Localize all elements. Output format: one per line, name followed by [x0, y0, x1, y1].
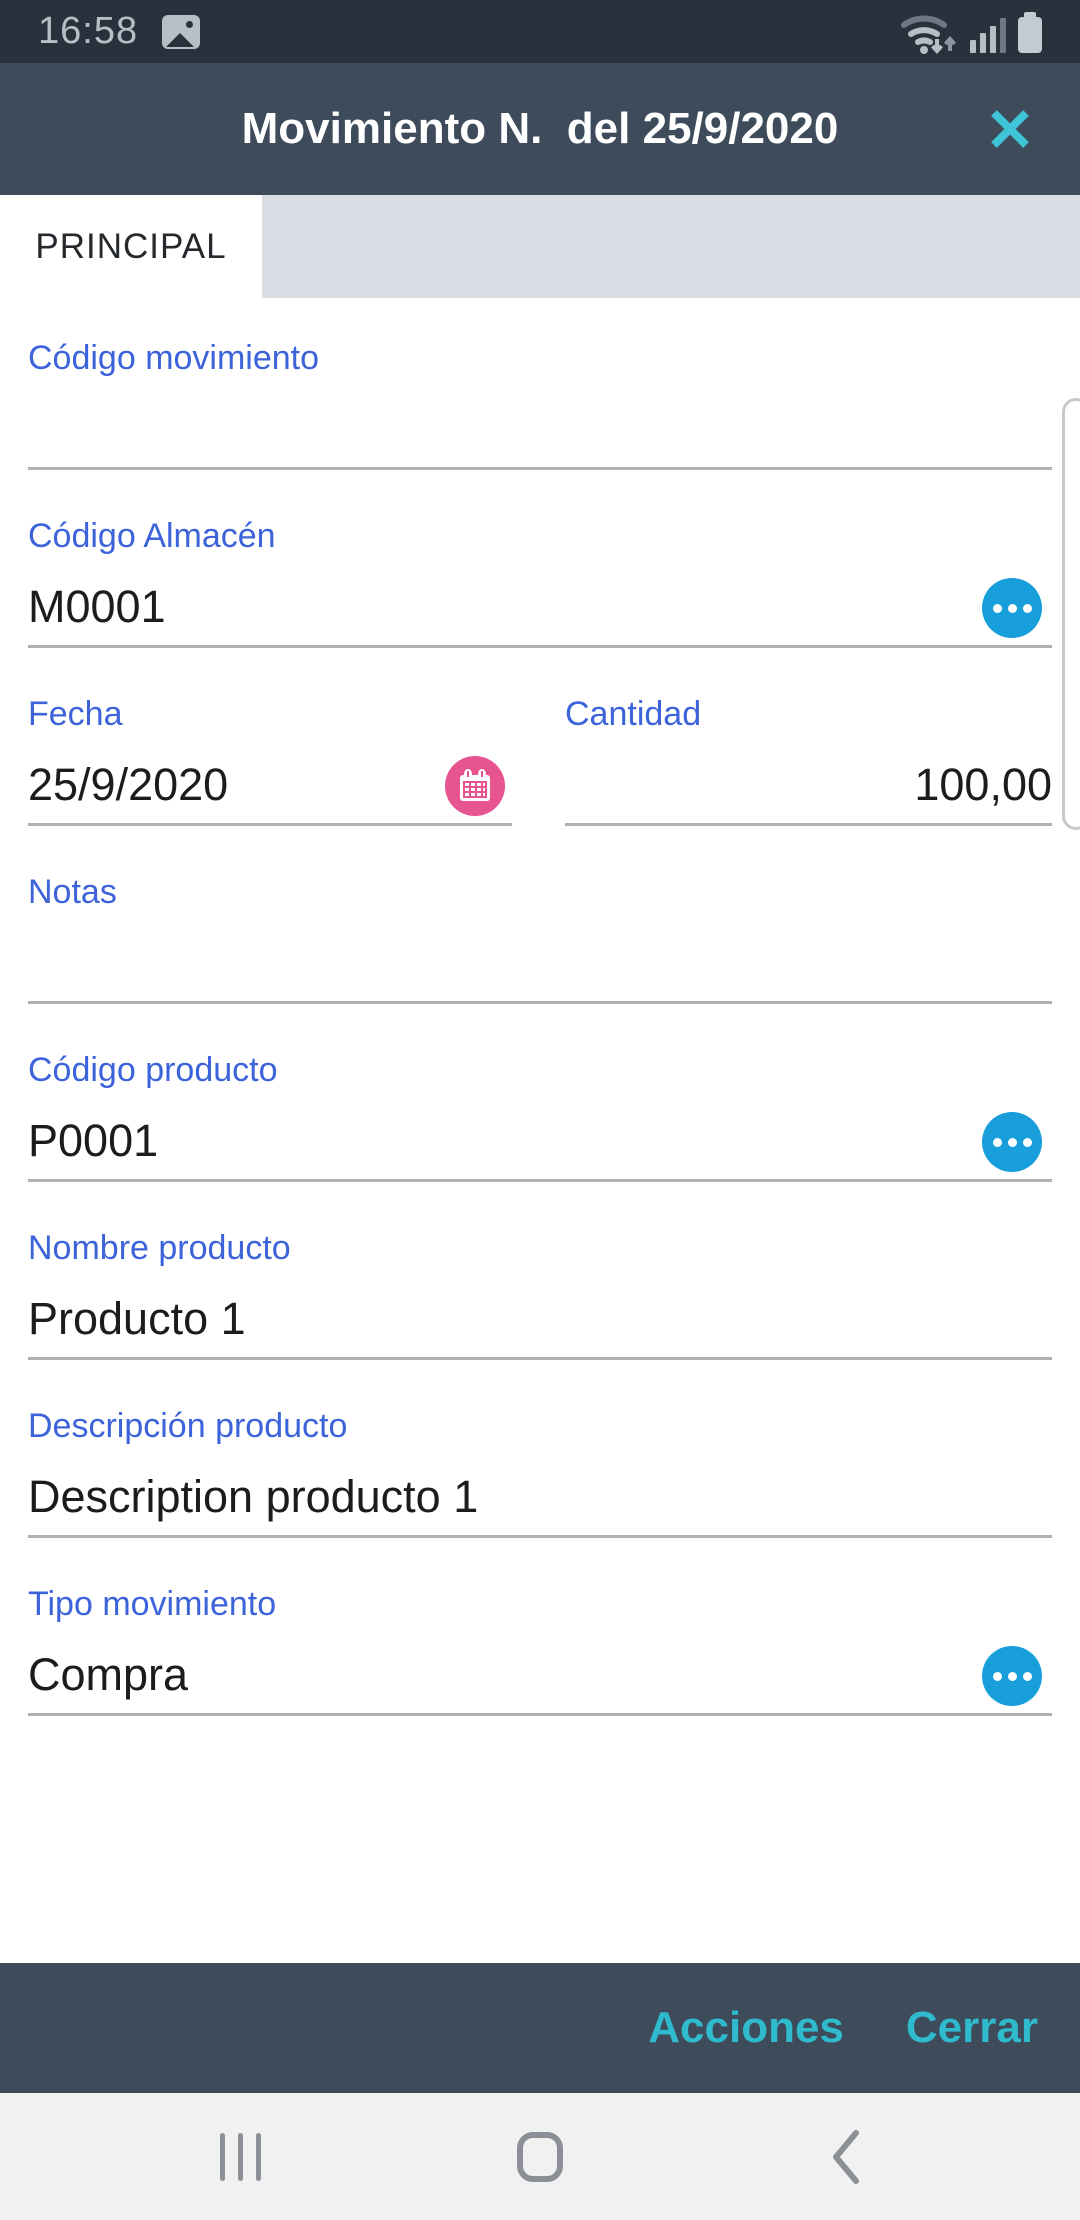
codigo-producto-lookup-button[interactable] [982, 1112, 1042, 1172]
recents-icon [219, 2132, 261, 2181]
home-icon [517, 2131, 563, 2182]
more-dots-icon [992, 1671, 1002, 1681]
field-codigo-producto: Código producto [28, 1050, 1052, 1182]
codigo-almacen-lookup-button[interactable] [982, 578, 1042, 638]
field-fecha-cantidad-row: Fecha [28, 694, 1052, 826]
calendar-icon [460, 769, 490, 801]
picture-notification-icon [162, 14, 201, 49]
status-time: 16:58 [38, 10, 139, 52]
battery-icon [1018, 11, 1042, 53]
codigo-producto-input[interactable] [28, 1113, 1052, 1169]
field-notas: Notas [28, 872, 1052, 1004]
status-bar: 16:58 [0, 0, 1080, 63]
codigo-almacen-label: Código Almacén [28, 517, 276, 555]
tab-principal-label: PRINCIPAL [35, 226, 227, 266]
cantidad-label: Cantidad [565, 695, 702, 733]
field-nombre-producto: Nombre producto [28, 1228, 1052, 1360]
home-button[interactable] [460, 2093, 620, 2220]
tab-principal[interactable]: PRINCIPAL [0, 195, 262, 298]
codigo-movimiento-label: Código movimiento [28, 339, 320, 377]
tipo-movimiento-label: Tipo movimiento [28, 1585, 277, 1623]
app-bar: Movimiento N. del 25/9/2020 [0, 63, 1080, 195]
field-descripcion-producto: Descripción producto [28, 1406, 1052, 1538]
fecha-input[interactable] [28, 757, 512, 813]
tipo-movimiento-lookup-button[interactable] [982, 1646, 1042, 1706]
acciones-button[interactable]: Acciones [648, 2003, 844, 2052]
back-button[interactable] [765, 2093, 925, 2220]
more-dots-icon [992, 1137, 1002, 1147]
codigo-producto-label: Código producto [28, 1051, 278, 1089]
codigo-movimiento-input[interactable] [28, 401, 1052, 457]
field-codigo-almacen: Código Almacén [28, 516, 1052, 648]
scrollbar-handle[interactable] [1062, 398, 1080, 830]
notas-label: Notas [28, 873, 117, 911]
cantidad-input[interactable] [565, 757, 1052, 813]
back-icon [833, 2129, 859, 2184]
nombre-producto-label: Nombre producto [28, 1229, 291, 1267]
codigo-almacen-input[interactable] [28, 579, 1052, 635]
android-navigation-bar [0, 2093, 1080, 2220]
recents-button[interactable] [160, 2093, 320, 2220]
field-tipo-movimiento: Tipo movimiento [28, 1584, 1052, 1716]
page-title: Movimiento N. del 25/9/2020 [241, 104, 839, 153]
fecha-label: Fecha [28, 695, 123, 733]
close-icon [991, 110, 1029, 148]
form-content: Código movimiento Código Almacén Fecha [0, 298, 1080, 1963]
field-fecha: Fecha [28, 694, 512, 826]
notas-input[interactable] [28, 935, 1052, 991]
nombre-producto-input[interactable] [28, 1291, 1052, 1347]
descripcion-producto-label: Descripción producto [28, 1407, 348, 1445]
field-codigo-movimiento: Código movimiento [28, 338, 1052, 470]
descripcion-producto-input[interactable] [28, 1469, 1052, 1525]
signal-bars-icon [970, 17, 1006, 55]
field-cantidad: Cantidad [565, 694, 1052, 826]
bottom-action-bar: Acciones Cerrar [0, 1963, 1080, 2093]
close-button[interactable] [980, 99, 1040, 159]
more-dots-icon [992, 603, 1002, 613]
tab-bar: PRINCIPAL [0, 195, 1080, 298]
fecha-datepicker-button[interactable] [445, 756, 505, 816]
cerrar-button[interactable]: Cerrar [905, 2003, 1038, 2052]
wifi-arrows-icon [901, 15, 956, 54]
tipo-movimiento-input[interactable] [28, 1647, 1052, 1703]
